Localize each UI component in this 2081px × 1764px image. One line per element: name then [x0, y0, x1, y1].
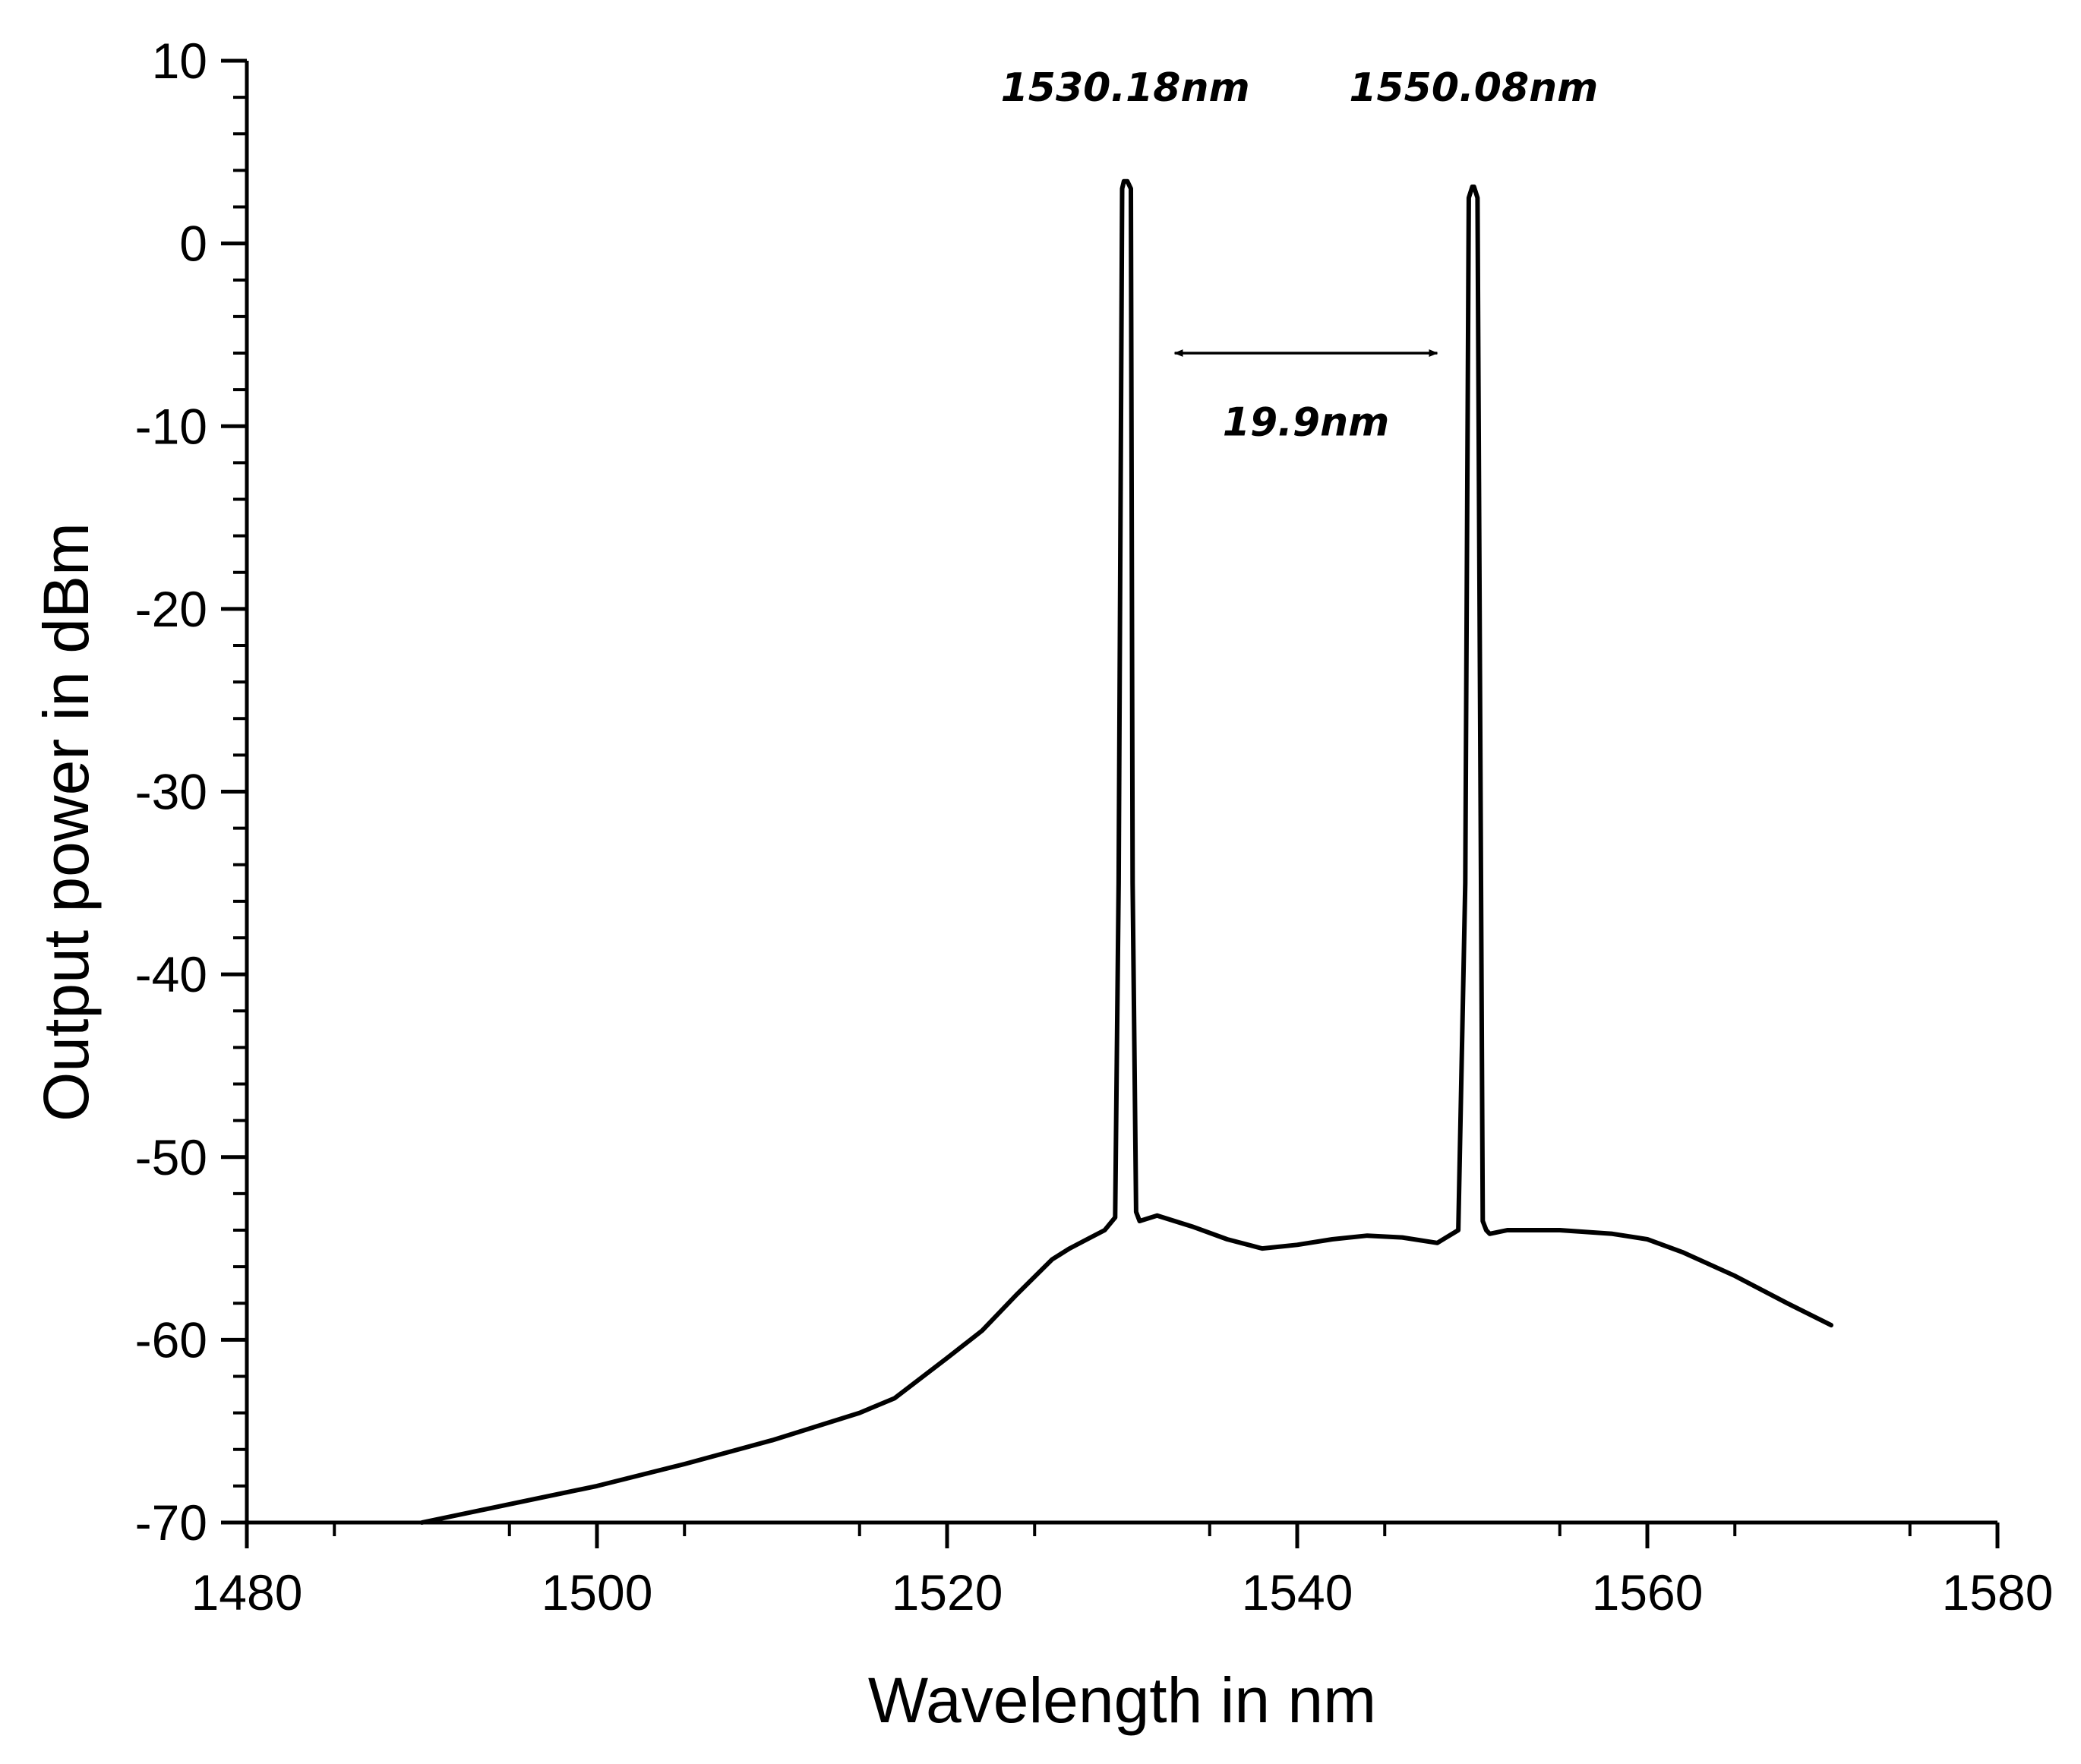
y-axis-title: Output power in dBm [30, 522, 102, 1122]
y-tick-label: 10 [152, 33, 207, 89]
spectrum-line [419, 178, 1833, 1525]
y-tick-label: -40 [135, 946, 207, 1002]
y-minor-ticks-group [233, 96, 247, 1488]
annotations-group: 1530.18nm 1550.08nm 19.9nm [1001, 65, 1599, 445]
x-tick-label: 1560 [1592, 1564, 1704, 1620]
y-tick-label: -30 [135, 764, 207, 820]
x-tick-label: 1500 [542, 1564, 653, 1620]
y-tick-labels-group: 10 0 -10 -20 -30 -40 -50 -60 -70 [135, 33, 207, 1551]
y-tick-label: -50 [135, 1129, 207, 1185]
x-minor-ticks-group [333, 1523, 1912, 1536]
x-tick-labels-group: 1480 1500 1520 1540 1560 1580 [191, 1564, 2054, 1620]
y-tick-label: 0 [179, 216, 207, 272]
y-ticks-group [221, 58, 247, 1525]
x-tick-label: 1480 [191, 1564, 303, 1620]
y-tick-label: -60 [135, 1311, 207, 1368]
x-tick-label: 1580 [1942, 1564, 2054, 1620]
x-tick-label: 1540 [1242, 1564, 1353, 1620]
annotation-label: 1530.18nm [1001, 65, 1250, 111]
x-ticks-group [245, 1523, 2000, 1548]
y-tick-label: -70 [135, 1494, 207, 1551]
annotation-label: 19.9nm [1223, 399, 1390, 445]
y-tick-label: -10 [135, 398, 207, 454]
x-tick-label: 1520 [892, 1564, 1003, 1620]
x-axis-title: Wavelength in nm [868, 1665, 1376, 1736]
series-layer [419, 178, 1833, 1525]
y-tick-label: -20 [135, 581, 207, 637]
annotation-label: 1550.08nm [1349, 65, 1598, 111]
